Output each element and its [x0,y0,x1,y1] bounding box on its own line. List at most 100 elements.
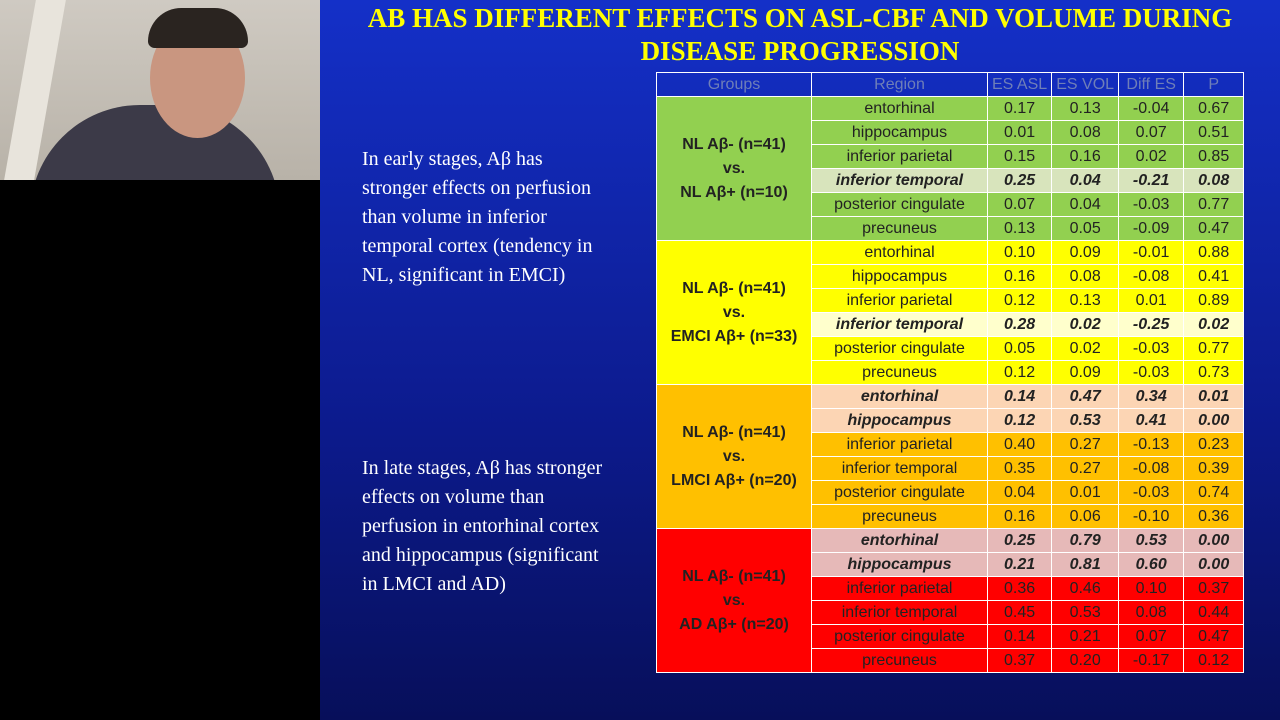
table-row: inferior temporal 0.28 0.02 -0.25 0.02 [657,312,1245,337]
group-label: NL Aβ- (n=41) vs. EMCI Aβ+ (n=33) [656,240,812,385]
value-cell: -0.03 [1118,336,1185,361]
group-label-line: NL Aβ- (n=41) [682,279,786,297]
value-cell: 0.12 [986,288,1053,313]
column-header: P [1183,72,1245,97]
value-cell: 0.13 [1051,288,1120,313]
region-cell: posterior cingulate [811,192,988,217]
value-cell: 0.81 [1051,552,1120,577]
value-cell: 0.25 [986,528,1053,553]
value-cell: -0.10 [1118,504,1185,529]
table-row: NL Aβ- (n=41) vs. LMCI Aβ+ (n=20) entorhina… [656,384,1245,529]
group-label: NL Aβ- (n=41) vs. LMCI Aβ+ (n=20) [656,384,812,529]
value-cell: 0.07 [986,192,1053,217]
value-cell: 0.09 [1051,240,1120,265]
table-row: inferior parietal 0.40 0.27 -0.13 0.23 [657,432,1245,457]
region-cell: inferior parietal [811,144,988,169]
value-cell: 0.27 [1051,456,1120,481]
region-cell: entorhinal [811,528,988,553]
results-table: Groups Region ES ASL ES VOL Diff ES P NL Aβ- (… [656,72,1245,673]
value-cell: 0.41 [1183,264,1245,289]
group-label-line: AD Aβ+ (n=20) [679,615,789,633]
group-label-line: NL Aβ+ (n=10) [680,183,788,201]
value-cell: 0.44 [1183,600,1245,625]
value-cell: -0.03 [1118,192,1185,217]
region-cell: entorhinal [811,384,988,409]
region-cell: inferior temporal [811,456,988,481]
value-cell: 0.37 [1183,576,1245,601]
group-label-line: vs. [722,447,746,465]
group-label-line: NL Aβ- (n=41) [682,135,786,153]
value-cell: 0.04 [1051,192,1120,217]
table-row: NL Aβ- (n=41) vs. AD Aβ+ (n=20) entorhinal 0… [656,528,1245,673]
table-row: posterior cingulate 0.14 0.21 0.07 0.47 [657,624,1245,649]
value-cell: 0.01 [986,120,1053,145]
table-row: inferior temporal 0.45 0.53 0.08 0.44 [657,600,1245,625]
value-cell: 0.85 [1183,144,1245,169]
value-cell: 0.21 [986,552,1053,577]
column-header: Diff ES [1118,72,1185,97]
group-label-line: vs. [722,303,746,321]
value-cell: -0.17 [1118,648,1185,673]
region-cell: inferior parietal [811,576,988,601]
region-cell: hippocampus [811,120,988,145]
value-cell: 0.28 [986,312,1053,337]
value-cell: 0.16 [986,264,1053,289]
value-cell: 0.14 [986,384,1053,409]
value-cell: 0.51 [1183,120,1245,145]
group-label-line: NL Aβ- (n=41) [682,567,786,585]
value-cell: 0.53 [1051,600,1120,625]
table-row: inferior parietal 0.15 0.16 0.02 0.85 [657,144,1245,169]
webcam-video [0,0,320,180]
value-cell: 0.05 [986,336,1053,361]
value-cell: 0.10 [1118,576,1185,601]
value-cell: -0.09 [1118,216,1185,241]
table-row: NL Aβ- (n=41) vs. NL Aβ+ (n=10) entorhinal 0… [656,96,1245,241]
region-cell: posterior cingulate [811,480,988,505]
value-cell: -0.03 [1118,480,1185,505]
value-cell: 0.79 [1051,528,1120,553]
region-cell: hippocampus [811,408,988,433]
table-row: inferior parietal 0.12 0.13 0.01 0.89 [657,288,1245,313]
value-cell: 0.00 [1183,552,1245,577]
value-cell: -0.21 [1118,168,1185,193]
slide-title: AB HAS DIFFERENT EFFECTS ON ASL-CBF AND … [367,3,1233,66]
region-cell: inferior temporal [811,600,988,625]
value-cell: 0.10 [986,240,1053,265]
value-cell: 0.00 [1183,408,1245,433]
table-row: precuneus 0.12 0.09 -0.03 0.73 [657,360,1245,385]
webcam-background [0,180,320,720]
value-cell: 0.12 [986,408,1053,433]
value-cell: 0.60 [1118,552,1185,577]
value-cell: 0.40 [986,432,1053,457]
table-row: hippocampus 0.16 0.08 -0.08 0.41 [657,264,1245,289]
group-label: NL Aβ- (n=41) vs. NL Aβ+ (n=10) [656,96,812,241]
value-cell: 0.01 [1118,288,1185,313]
value-cell: 0.41 [1118,408,1185,433]
value-cell: 0.02 [1051,336,1120,361]
region-cell: precuneus [811,648,988,673]
value-cell: 0.02 [1183,312,1245,337]
value-cell: 0.67 [1183,96,1245,121]
table-row: inferior temporal 0.25 0.04 -0.21 0.08 [657,168,1245,193]
table-row: hippocampus 0.01 0.08 0.07 0.51 [657,120,1245,145]
value-cell: 0.74 [1183,480,1245,505]
column-header: Region [811,72,988,97]
value-cell: 0.27 [1051,432,1120,457]
value-cell: 0.08 [1051,120,1120,145]
value-cell: 0.04 [1051,168,1120,193]
value-cell: 0.37 [986,648,1053,673]
value-cell: -0.04 [1118,96,1185,121]
table-row: inferior temporal 0.35 0.27 -0.08 0.39 [657,456,1245,481]
column-header: ES ASL [986,72,1053,97]
value-cell: 0.36 [986,576,1053,601]
value-cell: 0.47 [1183,216,1245,241]
value-cell: 0.00 [1183,528,1245,553]
table-row: precuneus 0.13 0.05 -0.09 0.47 [657,216,1245,241]
value-cell: -0.13 [1118,432,1185,457]
value-cell: 0.14 [986,624,1053,649]
value-cell: 0.77 [1183,336,1245,361]
value-cell: 0.02 [1118,144,1185,169]
value-cell: 0.73 [1183,360,1245,385]
region-cell: hippocampus [811,264,988,289]
paragraph: In early stages, Aβ has stronger effects… [362,148,593,286]
